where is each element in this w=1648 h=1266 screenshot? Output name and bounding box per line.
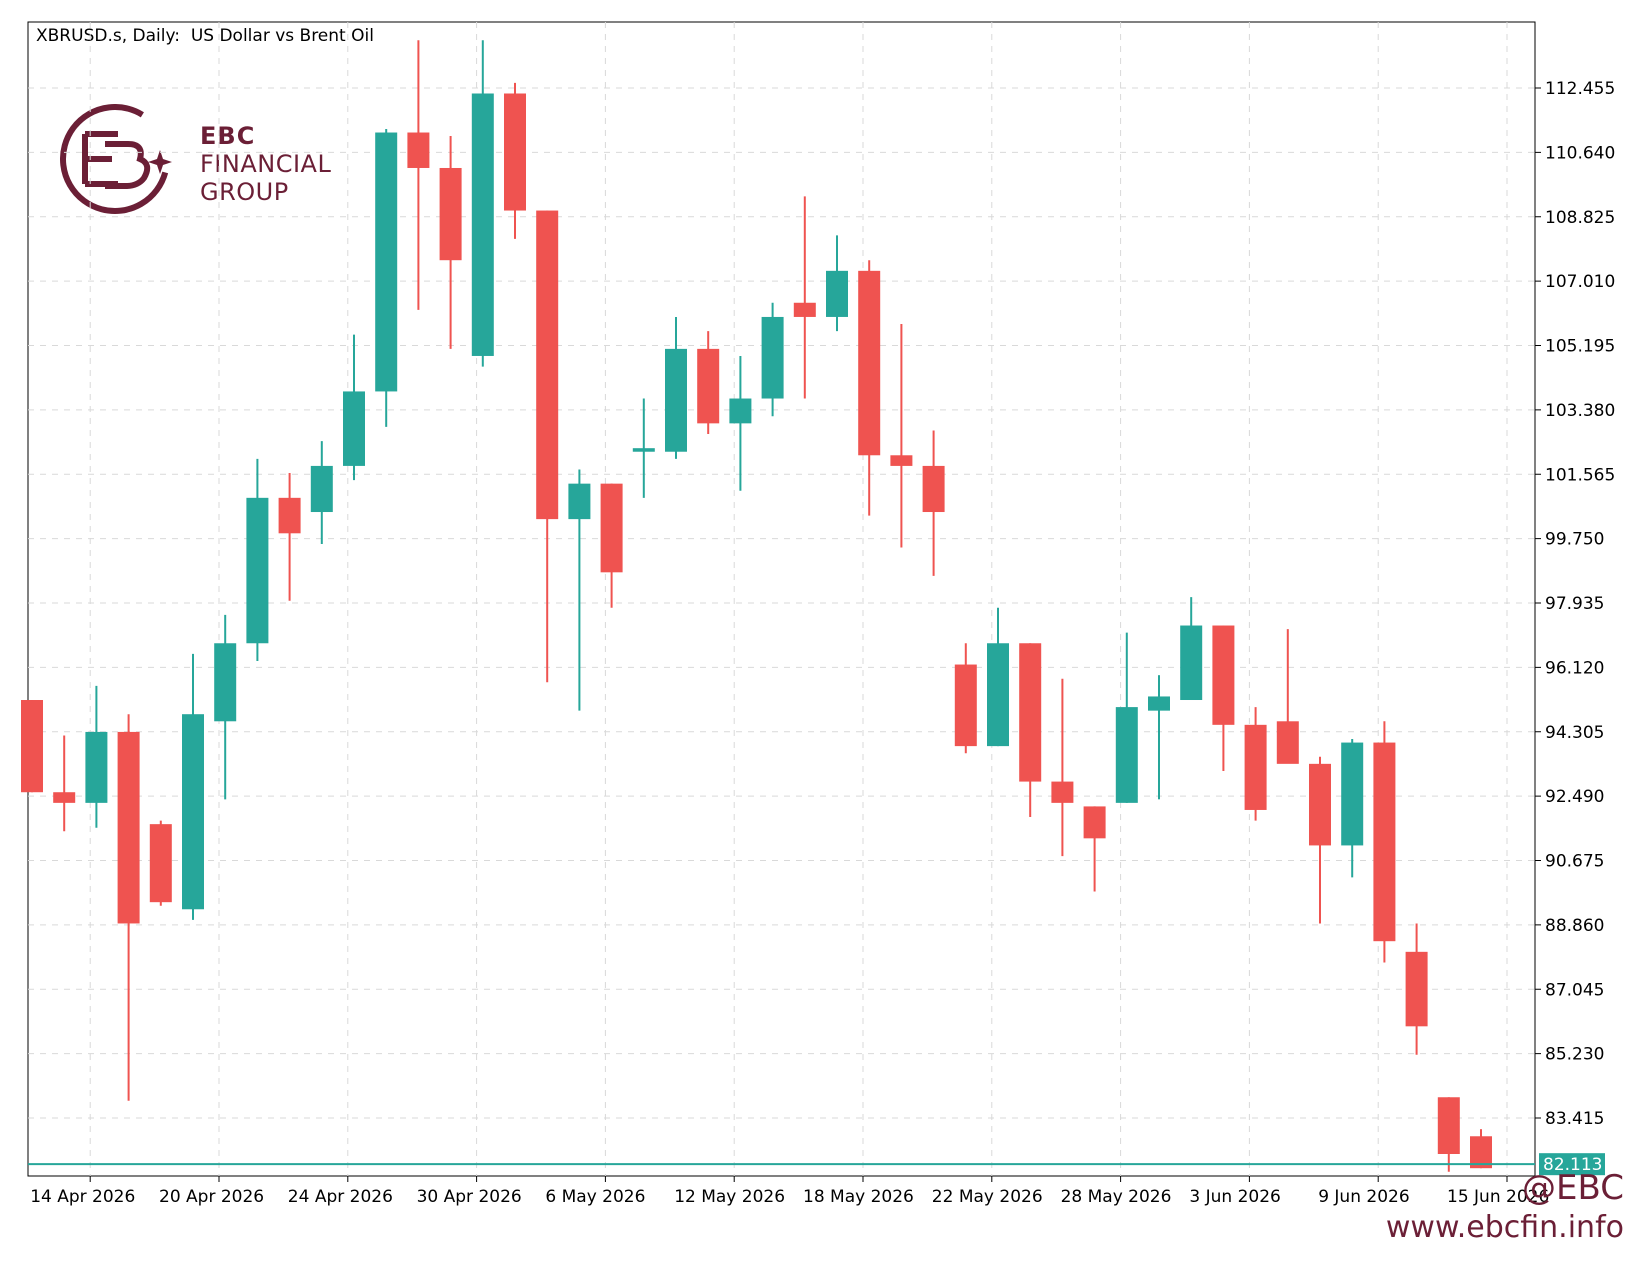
candle-body bbox=[1276, 721, 1299, 764]
y-tick-label: 94.305 bbox=[1545, 723, 1604, 743]
candle-body bbox=[697, 348, 720, 424]
candle-body bbox=[182, 714, 204, 910]
candle-body bbox=[246, 497, 269, 644]
x-tick-label: 9 Jun 2026 bbox=[1318, 1187, 1409, 1207]
candle-body bbox=[954, 664, 977, 747]
x-tick-label: 20 Apr 2026 bbox=[159, 1187, 264, 1207]
x-tick-label: 6 May 2026 bbox=[545, 1187, 645, 1207]
candle-body bbox=[1437, 1097, 1460, 1155]
y-tick-label: 92.490 bbox=[1545, 787, 1604, 807]
candle-body bbox=[568, 483, 591, 520]
candle-body bbox=[310, 465, 333, 513]
logo-line-3: GROUP bbox=[200, 178, 289, 206]
candle-body bbox=[1051, 781, 1074, 803]
candle-body bbox=[214, 643, 237, 722]
watermark-url: www.ebcfin.info bbox=[1385, 1210, 1624, 1245]
y-tick-label: 108.825 bbox=[1545, 208, 1615, 228]
y-tick-label: 103.380 bbox=[1545, 401, 1615, 421]
candle-body bbox=[1019, 643, 1042, 782]
y-tick-label: 105.195 bbox=[1545, 337, 1615, 357]
candle-body bbox=[278, 497, 301, 534]
ebc-logo: EBC FINANCIAL GROUP bbox=[60, 104, 380, 228]
y-tick-label: 101.565 bbox=[1545, 465, 1615, 485]
y-tick-label: 110.640 bbox=[1545, 143, 1615, 163]
candle-body bbox=[21, 700, 43, 793]
candle-body bbox=[1470, 1136, 1492, 1169]
candle-body bbox=[600, 483, 623, 573]
candle-body bbox=[665, 348, 687, 452]
ebc-logo-mark-icon bbox=[60, 104, 172, 214]
current-price-label: 82.113 bbox=[1543, 1155, 1602, 1175]
candle-body bbox=[1309, 763, 1331, 846]
y-tick-label: 97.935 bbox=[1545, 594, 1604, 614]
candle-body bbox=[1083, 806, 1106, 839]
candle-body bbox=[1212, 625, 1235, 725]
candle-body bbox=[85, 731, 108, 803]
plot-frame bbox=[27, 21, 1536, 1177]
y-tick-label: 87.045 bbox=[1545, 980, 1604, 1000]
candle-body bbox=[1180, 625, 1203, 701]
x-tick-label: 28 May 2026 bbox=[1061, 1187, 1172, 1207]
logo-line-1: EBC bbox=[200, 122, 256, 150]
x-tick-label: 3 Jun 2026 bbox=[1189, 1187, 1280, 1207]
y-tick-label: 112.455 bbox=[1545, 79, 1615, 99]
y-tick-label: 99.750 bbox=[1545, 530, 1604, 550]
candle-body bbox=[53, 792, 76, 803]
candle-body bbox=[1341, 742, 1364, 846]
candle-body bbox=[858, 270, 881, 456]
candle-body bbox=[504, 93, 526, 211]
candle-body bbox=[536, 210, 559, 520]
candle-body bbox=[632, 448, 655, 452]
y-tick-label: 90.675 bbox=[1545, 852, 1604, 872]
logo-text: EBC FINANCIAL GROUP bbox=[200, 122, 331, 206]
y-tick-label: 83.415 bbox=[1545, 1109, 1604, 1129]
candle-body bbox=[1244, 724, 1267, 810]
candle-body bbox=[1115, 707, 1138, 803]
x-tick-label: 30 Apr 2026 bbox=[417, 1187, 522, 1207]
candle-body bbox=[471, 93, 494, 356]
candle-body bbox=[729, 398, 752, 424]
x-tick-label: 14 Apr 2026 bbox=[30, 1187, 135, 1207]
x-tick-label: 24 Apr 2026 bbox=[288, 1187, 393, 1207]
watermark-handle: @EBC bbox=[1522, 1168, 1624, 1208]
current-price-badge bbox=[1539, 1153, 1605, 1176]
candle-body bbox=[407, 132, 430, 168]
candle-body bbox=[826, 270, 848, 317]
x-tick-label: 22 May 2026 bbox=[932, 1187, 1043, 1207]
x-tick-label: 15 Jun 2026 bbox=[1447, 1187, 1549, 1207]
candle-body bbox=[1148, 696, 1170, 711]
candle-body bbox=[890, 455, 913, 466]
y-tick-label: 85.230 bbox=[1545, 1045, 1604, 1065]
logo-line-2: FINANCIAL bbox=[200, 150, 332, 178]
candle-body bbox=[1373, 742, 1396, 942]
candle-body bbox=[149, 824, 172, 903]
candle-body bbox=[793, 302, 816, 317]
candle-body bbox=[375, 132, 398, 392]
candle-body bbox=[761, 316, 784, 399]
candle-body bbox=[1405, 951, 1428, 1027]
x-tick-label: 12 May 2026 bbox=[674, 1187, 785, 1207]
y-tick-label: 88.860 bbox=[1545, 916, 1604, 936]
candle-body bbox=[987, 643, 1009, 747]
y-tick-label: 107.010 bbox=[1545, 272, 1615, 292]
x-tick-label: 18 May 2026 bbox=[803, 1187, 914, 1207]
candle-body bbox=[922, 465, 945, 513]
candle-body bbox=[343, 391, 365, 466]
y-tick-label: 96.120 bbox=[1545, 658, 1604, 678]
candle-body bbox=[117, 731, 140, 924]
chart-title: XBRUSD.s, Daily: US Dollar vs Brent Oil bbox=[36, 26, 374, 46]
candle-body bbox=[439, 167, 462, 261]
